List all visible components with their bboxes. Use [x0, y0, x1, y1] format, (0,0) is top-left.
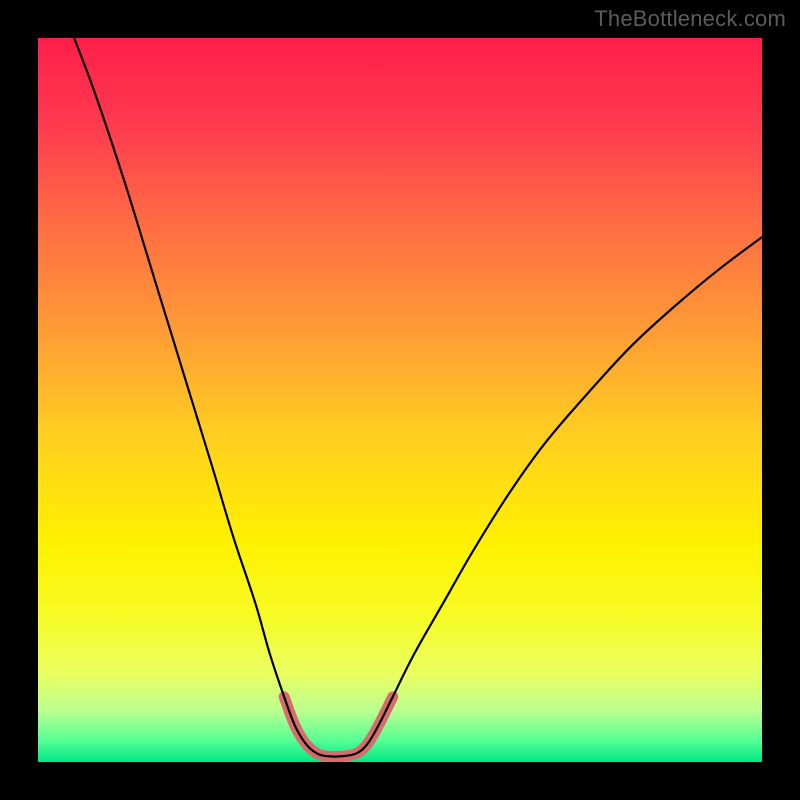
watermark-text: TheBottleneck.com — [594, 6, 786, 32]
chart-container: TheBottleneck.com — [0, 0, 800, 800]
chart-gradient-bg — [38, 38, 762, 762]
bottleneck-chart — [0, 0, 800, 800]
